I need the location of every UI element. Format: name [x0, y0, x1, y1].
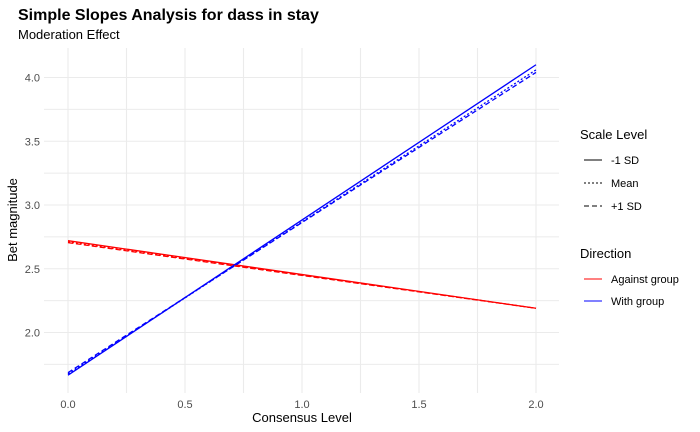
legend: Scale Level -1 SD Mean +1 SD Direction A… — [580, 127, 679, 308]
x-tick-label: 2.0 — [528, 399, 543, 411]
series-lines — [67, 64, 537, 376]
x-tick-label: 0.5 — [177, 399, 192, 411]
x-tick-label: 1.0 — [294, 399, 309, 411]
major-gridlines — [44, 48, 559, 393]
x-axis-title: Consensus Level — [252, 410, 352, 425]
x-tick-label: 1.5 — [411, 399, 426, 411]
y-tick-label: 2.5 — [25, 264, 40, 276]
series-line-with-group-1sd — [67, 71, 537, 374]
y-tick-label: 4.0 — [25, 73, 40, 85]
legend-label-mean: Mean — [611, 178, 639, 190]
y-axis-ticks: 2.0 2.5 3.0 3.5 4.0 — [25, 73, 40, 340]
y-axis-title: Bet magnitude — [5, 178, 20, 262]
y-tick-label: 3.0 — [25, 200, 40, 212]
legend-label-plus-1sd: +1 SD — [611, 201, 642, 213]
x-axis-ticks: 0.0 0.5 1.0 1.5 2.0 — [60, 399, 543, 411]
x-tick-label: 0.0 — [60, 399, 75, 411]
legend-label-minus-1sd: -1 SD — [611, 155, 639, 167]
series-line-against-group-1sd — [67, 241, 537, 309]
legend-label-against-group: Against group — [611, 274, 679, 286]
y-tick-label: 3.5 — [25, 136, 40, 148]
chart-title: Simple Slopes Analysis for dass in stay — [18, 7, 319, 24]
legend-direction-title: Direction — [580, 246, 631, 261]
legend-scale-title: Scale Level — [580, 127, 647, 142]
legend-label-with-group: With group — [611, 296, 664, 308]
chart-subtitle: Moderation Effect — [18, 27, 120, 42]
y-tick-label: 2.0 — [25, 328, 40, 340]
